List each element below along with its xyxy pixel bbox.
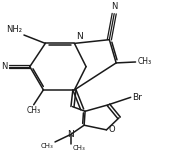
Text: CH₃: CH₃ — [27, 106, 41, 115]
Text: N: N — [111, 2, 117, 11]
Text: NH₂: NH₂ — [6, 25, 22, 34]
Text: N: N — [76, 32, 83, 41]
Text: CH₃: CH₃ — [72, 145, 85, 151]
Text: CH₃: CH₃ — [137, 57, 151, 66]
Text: O: O — [108, 125, 115, 134]
Text: Br: Br — [132, 93, 142, 102]
Text: N: N — [67, 130, 74, 139]
Text: N: N — [1, 62, 8, 71]
Text: CH₃: CH₃ — [41, 143, 53, 149]
